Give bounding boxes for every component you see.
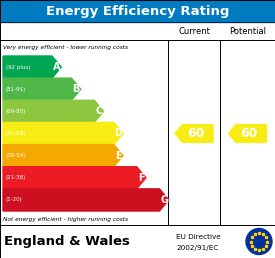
Text: G: G [160, 195, 168, 205]
Text: Very energy efficient - lower running costs: Very energy efficient - lower running co… [3, 44, 128, 50]
Polygon shape [3, 144, 123, 167]
Text: F: F [138, 173, 145, 183]
Text: (1-20): (1-20) [6, 197, 23, 203]
Text: (69-80): (69-80) [6, 109, 26, 114]
Text: 2002/91/EC: 2002/91/EC [176, 245, 218, 251]
Polygon shape [229, 125, 266, 142]
Bar [0, 0, 275, 22]
Text: (92 plus): (92 plus) [6, 64, 30, 70]
Text: Energy Efficiency Rating: Energy Efficiency Rating [46, 4, 229, 18]
Text: (21-38): (21-38) [6, 175, 26, 180]
Text: England & Wales: England & Wales [4, 235, 130, 248]
Text: (55-68): (55-68) [6, 131, 26, 136]
Text: Not energy efficient - higher running costs: Not energy efficient - higher running co… [3, 216, 128, 222]
Polygon shape [3, 100, 104, 123]
Text: A: A [53, 62, 60, 72]
Polygon shape [3, 56, 61, 78]
Text: Potential: Potential [229, 27, 266, 36]
Polygon shape [175, 125, 213, 142]
Polygon shape [3, 189, 169, 211]
Polygon shape [3, 78, 81, 100]
Text: (39-54): (39-54) [6, 153, 26, 158]
Text: 60: 60 [187, 127, 205, 140]
Bar [0, 225, 275, 258]
Polygon shape [3, 123, 123, 144]
Circle shape [246, 229, 272, 254]
Text: C: C [95, 106, 103, 116]
Text: EU Directive: EU Directive [176, 233, 221, 239]
Text: 60: 60 [241, 127, 258, 140]
Text: D: D [114, 128, 122, 139]
Text: E: E [115, 151, 122, 161]
Text: (81-91): (81-91) [6, 87, 26, 92]
Text: Current: Current [178, 27, 210, 36]
Text: B: B [72, 84, 80, 94]
Polygon shape [3, 167, 146, 189]
